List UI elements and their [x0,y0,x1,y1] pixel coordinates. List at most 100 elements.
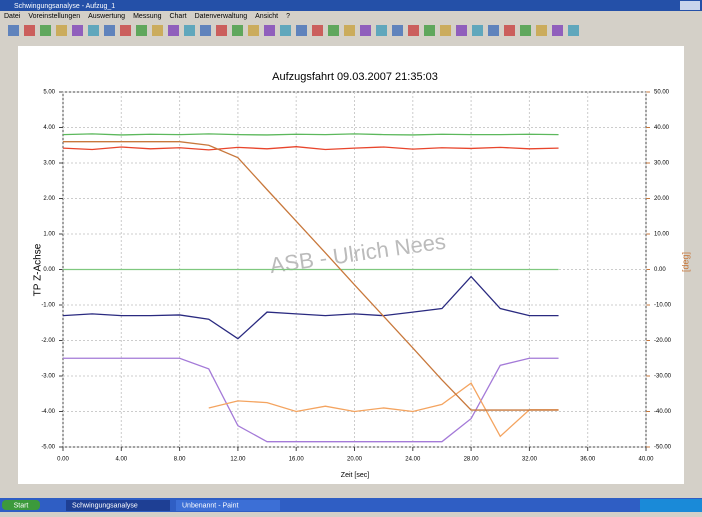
title-bar [0,0,702,11]
menu-item[interactable]: Auswertung [88,13,125,20]
y-tick-label: 1.00 [43,232,55,238]
start-button[interactable] [2,500,40,510]
y-tick-label: -5.00 [41,445,55,451]
series-line [62,275,559,340]
tool-button[interactable] [200,25,211,36]
menu-item[interactable]: Messung [133,13,162,20]
tool-button[interactable] [216,25,227,36]
task-label: Unbenannt - Paint [182,502,238,509]
menu-item[interactable]: ? [286,13,290,20]
y-tick-label: 4.00 [43,125,55,131]
tool-button[interactable] [392,25,403,36]
start-label: Start [14,502,29,509]
taskbar [0,498,702,512]
task-button[interactable] [176,500,280,511]
tool-button[interactable] [440,25,451,36]
y-tick-label: -1.00 [41,303,55,309]
y2-axis-label: [deg] [680,252,690,272]
tool-button[interactable] [24,25,35,36]
y-tick-label: -2.00 [41,338,55,344]
x-tick-label: 8.00 [174,457,186,463]
y-tick-label: 0.00 [43,267,55,273]
menu-item[interactable]: Datenverwaltung [195,13,248,20]
tool-button[interactable] [408,25,419,36]
tool-button[interactable] [56,25,67,36]
tool-button[interactable] [232,25,243,36]
x-tick-label: 12.00 [230,457,246,463]
tool-button[interactable] [456,25,467,36]
tool-button[interactable] [152,25,163,36]
y2-tick-label: 20.00 [654,196,670,202]
series-line [62,146,559,151]
y-tick-label: 3.00 [43,161,55,167]
tool-button[interactable] [72,25,83,36]
tool-button[interactable] [536,25,547,36]
tool-button[interactable] [184,25,195,36]
tool-button[interactable] [8,25,19,36]
y2-tick-label: 10.00 [654,232,670,238]
tool-button[interactable] [520,25,531,36]
y2-tick-label: 40.00 [654,125,670,131]
task-label: Schwingungsanalyse [72,502,138,509]
y2-tick-label: -10.00 [654,303,672,309]
tool-button[interactable] [88,25,99,36]
tool-button[interactable] [40,25,51,36]
y-tick-label: -4.00 [41,409,55,415]
x-tick-label: 16.00 [289,457,305,463]
chart-title: Aufzugsfahrt 09.03.2007 21:35:03 [272,71,438,83]
tool-button[interactable] [360,25,371,36]
y2-tick-label: -50.00 [654,445,672,451]
x-tick-label: 24.00 [405,457,421,463]
x-tick-label: 20.00 [347,457,363,463]
tool-button[interactable] [280,25,291,36]
x-axis-label: Zeit [sec] [341,472,369,479]
y2-tick-label: 30.00 [654,161,670,167]
series-line [208,382,559,438]
y-tick-label: 5.00 [43,90,55,96]
tool-button[interactable] [104,25,115,36]
menu-item[interactable]: Voreinstellungen [28,13,80,20]
y2-tick-label: 50.00 [654,90,670,96]
tray [640,499,702,512]
y-tick-label: 2.00 [43,196,55,202]
tool-button[interactable] [424,25,435,36]
menu-item[interactable]: Ansicht [255,13,278,20]
y2-tick-label: 0.00 [654,267,666,273]
tool-button[interactable] [136,25,147,36]
tool-button[interactable] [120,25,131,36]
tool-button[interactable] [296,25,307,36]
tool-button[interactable] [504,25,515,36]
menu-bar [0,11,702,21]
task-button[interactable] [66,500,170,511]
tool-button[interactable] [488,25,499,36]
tool-button[interactable] [312,25,323,36]
tool-button[interactable] [376,25,387,36]
menu-item[interactable]: Chart [169,13,186,20]
tool-button[interactable] [264,25,275,36]
tool-button[interactable] [328,25,339,36]
window-title: Schwingungsanalyse - Aufzug_1 [14,3,115,10]
series-line [63,141,559,411]
tool-button[interactable] [168,25,179,36]
tool-button[interactable] [344,25,355,36]
menu-item[interactable]: Datei [4,13,21,20]
series-line [62,133,559,136]
tool-button[interactable] [552,25,563,36]
y2-tick-label: -20.00 [654,338,672,344]
y2-tick-label: -40.00 [654,409,672,415]
x-tick-label: 36.00 [580,457,596,463]
y-axis-label: TP Z-Achse [33,243,44,296]
tool-button[interactable] [248,25,259,36]
x-tick-label: 4.00 [115,457,127,463]
window-controls[interactable] [680,1,700,10]
x-tick-label: 32.00 [522,457,538,463]
x-tick-label: 28.00 [464,457,480,463]
x-tick-label: 0.00 [57,457,69,463]
x-tick-label: 40.00 [638,457,654,463]
y2-tick-label: -30.00 [654,374,672,380]
tool-button[interactable] [472,25,483,36]
y-tick-label: -3.00 [41,374,55,380]
tool-button[interactable] [568,25,579,36]
